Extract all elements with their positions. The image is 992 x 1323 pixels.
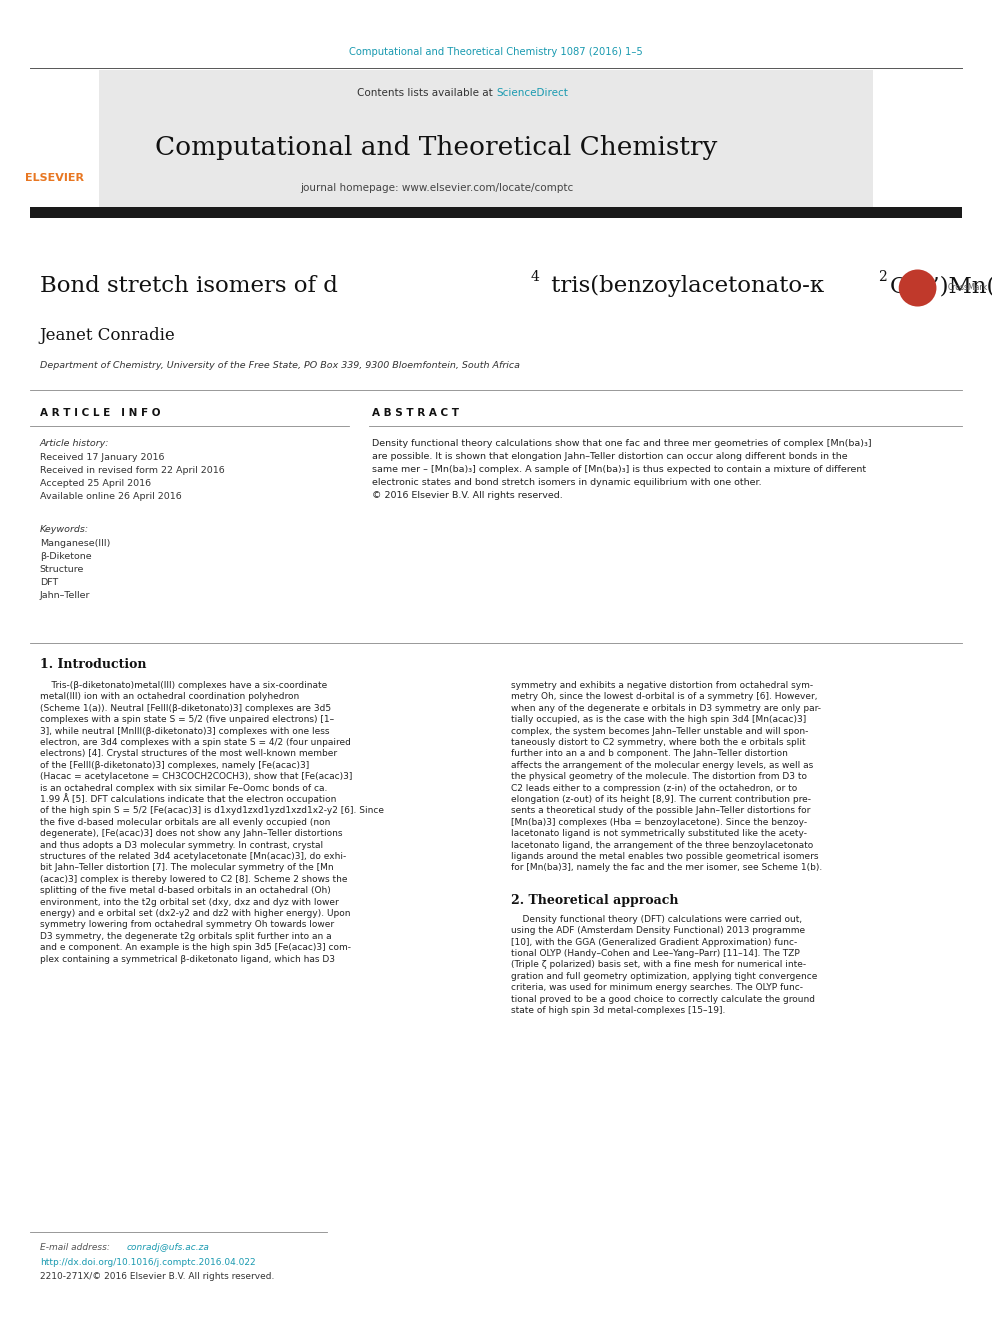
- Text: A R T I C L E   I N F O: A R T I C L E I N F O: [40, 407, 160, 418]
- Text: metal(III) ion with an octahedral coordination polyhedron: metal(III) ion with an octahedral coordi…: [40, 692, 299, 701]
- Text: [Mn(ba)3] complexes (Hba = benzoylacetone). Since the benzoy-: [Mn(ba)3] complexes (Hba = benzoylaceton…: [511, 818, 807, 827]
- Text: tional proved to be a good choice to correctly calculate the ground: tional proved to be a good choice to cor…: [511, 995, 814, 1004]
- Text: are possible. It is shown that elongation Jahn–Teller distortion can occur along: are possible. It is shown that elongatio…: [372, 452, 847, 460]
- Text: state of high spin 3d metal-complexes [15–19].: state of high spin 3d metal-complexes [1…: [511, 1005, 725, 1015]
- Text: Bond stretch isomers of d: Bond stretch isomers of d: [40, 275, 337, 296]
- Text: © 2016 Elsevier B.V. All rights reserved.: © 2016 Elsevier B.V. All rights reserved…: [372, 491, 562, 500]
- Text: gration and full geometry optimization, applying tight convergence: gration and full geometry optimization, …: [511, 972, 817, 980]
- Text: environment, into the t2g orbital set (dxy, dxz and dyz with lower: environment, into the t2g orbital set (d…: [40, 897, 338, 906]
- Text: CrossMark: CrossMark: [947, 283, 987, 292]
- Text: elongation (z-out) of its height [8,9]. The current contribution pre-: elongation (z-out) of its height [8,9]. …: [511, 795, 810, 804]
- Text: for [Mn(ba)3], namely the fac and the mer isomer, see Scheme 1(b).: for [Mn(ba)3], namely the fac and the me…: [511, 864, 822, 872]
- Text: same mer – [Mn(ba)₃] complex. A sample of [Mn(ba)₃] is thus expected to contain : same mer – [Mn(ba)₃] complex. A sample o…: [372, 464, 866, 474]
- Text: 2: 2: [878, 270, 887, 283]
- Text: Jahn–Teller: Jahn–Teller: [40, 591, 90, 601]
- Ellipse shape: [899, 270, 936, 307]
- Text: 1. Introduction: 1. Introduction: [40, 658, 146, 671]
- Text: ELSEVIER: ELSEVIER: [25, 173, 84, 183]
- Text: of the high spin S = 5/2 [Fe(acac)3] is d1xyd1zxd1yzd1xzd1x2-y2 [6]. Since: of the high spin S = 5/2 [Fe(acac)3] is …: [40, 807, 384, 815]
- Text: structures of the related 3d4 acetylacetonate [Mn(acac)3], do exhi-: structures of the related 3d4 acetylacet…: [40, 852, 346, 861]
- Text: Density functional theory calculations show that one fac and three mer geometrie: Density functional theory calculations s…: [372, 439, 872, 448]
- Text: criteria, was used for minimum energy searches. The OLYP func-: criteria, was used for minimum energy se…: [511, 983, 803, 992]
- Text: Contents lists available at: Contents lists available at: [357, 89, 496, 98]
- Text: further into an a and b component. The Jahn–Teller distortion: further into an a and b component. The J…: [511, 749, 788, 758]
- Text: using the ADF (Amsterdam Density Functional) 2013 programme: using the ADF (Amsterdam Density Functio…: [511, 926, 805, 935]
- Text: Computational and Theoretical Chemistry 1087 (2016) 1–5: Computational and Theoretical Chemistry …: [349, 48, 643, 57]
- Text: conradj@ufs.ac.za: conradj@ufs.ac.za: [127, 1244, 210, 1252]
- Text: journal homepage: www.elsevier.com/locate/comptc: journal homepage: www.elsevier.com/locat…: [300, 183, 573, 193]
- Text: Received 17 January 2016: Received 17 January 2016: [40, 452, 165, 462]
- Text: electron, are 3d4 complexes with a spin state S = 4/2 (four unpaired: electron, are 3d4 complexes with a spin …: [40, 738, 350, 747]
- Text: Accepted 25 April 2016: Accepted 25 April 2016: [40, 479, 151, 488]
- Text: lacetonato ligand is not symmetrically substituted like the acety-: lacetonato ligand is not symmetrically s…: [511, 830, 806, 839]
- Text: 2. Theoretical approach: 2. Theoretical approach: [511, 894, 679, 906]
- Text: 3], while neutral [MnIII(β-diketonato)3] complexes with one less: 3], while neutral [MnIII(β-diketonato)3]…: [40, 726, 329, 736]
- Text: (Hacac = acetylacetone = CH3COCH2COCH3), show that [Fe(acac)3]: (Hacac = acetylacetone = CH3COCH2COCH3),…: [40, 773, 352, 781]
- Text: sents a theoretical study of the possible Jahn–Teller distortions for: sents a theoretical study of the possibl…: [511, 807, 810, 815]
- Text: Tris-(β-diketonato)metal(III) complexes have a six-coordinate: Tris-(β-diketonato)metal(III) complexes …: [40, 681, 327, 691]
- Text: the physical geometry of the molecule. The distortion from D3 to: the physical geometry of the molecule. T…: [511, 773, 806, 781]
- Text: β-Diketone: β-Diketone: [40, 552, 91, 561]
- Text: 2210-271X/© 2016 Elsevier B.V. All rights reserved.: 2210-271X/© 2016 Elsevier B.V. All right…: [40, 1271, 274, 1281]
- Text: (Scheme 1(a)). Neutral [FeIII(β-diketonato)3] complexes are 3d5: (Scheme 1(a)). Neutral [FeIII(β-diketona…: [40, 704, 330, 713]
- Text: tris(benzoylacetonato-κ: tris(benzoylacetonato-κ: [544, 275, 823, 296]
- Text: Article history:: Article history:: [40, 439, 109, 448]
- Text: tially occupied, as is the case with the high spin 3d4 [Mn(acac)3]: tially occupied, as is the case with the…: [511, 716, 806, 724]
- Text: Computational and Theoretical Chemistry: Computational and Theoretical Chemistry: [156, 135, 717, 160]
- Text: is an octahedral complex with six similar Fe–Oomc bonds of ca.: is an octahedral complex with six simila…: [40, 783, 327, 792]
- Text: D3 symmetry, the degenerate t2g orbitals split further into an a: D3 symmetry, the degenerate t2g orbitals…: [40, 931, 331, 941]
- Text: Available online 26 April 2016: Available online 26 April 2016: [40, 492, 182, 501]
- Text: C2 leads either to a compression (z-in) of the octahedron, or to: C2 leads either to a compression (z-in) …: [511, 783, 798, 792]
- Text: affects the arrangement of the molecular energy levels, as well as: affects the arrangement of the molecular…: [511, 761, 813, 770]
- Text: Structure: Structure: [40, 565, 84, 574]
- Text: complexes with a spin state S = 5/2 (five unpaired electrons) [1–: complexes with a spin state S = 5/2 (fiv…: [40, 716, 333, 724]
- Text: bit Jahn–Teller distortion [7]. The molecular symmetry of the [Mn: bit Jahn–Teller distortion [7]. The mole…: [40, 864, 333, 872]
- Text: taneously distort to C2 symmetry, where both the e orbitals split: taneously distort to C2 symmetry, where …: [511, 738, 806, 747]
- Text: and thus adopts a D3 molecular symmetry. In contrast, crystal: and thus adopts a D3 molecular symmetry.…: [40, 840, 322, 849]
- Text: complex, the system becomes Jahn–Teller unstable and will spon-: complex, the system becomes Jahn–Teller …: [511, 726, 808, 736]
- Text: ligands around the metal enables two possible geometrical isomers: ligands around the metal enables two pos…: [511, 852, 818, 861]
- Text: (acac)3] complex is thereby lowered to C2 [8]. Scheme 2 shows the: (acac)3] complex is thereby lowered to C…: [40, 875, 347, 884]
- Text: when any of the degenerate e orbitals in D3 symmetry are only par-: when any of the degenerate e orbitals in…: [511, 704, 821, 713]
- Text: Jeanet Conradie: Jeanet Conradie: [40, 327, 176, 344]
- Text: electrons) [4]. Crystal structures of the most well-known member: electrons) [4]. Crystal structures of th…: [40, 749, 337, 758]
- Text: energy) and e orbital set (dx2-y2 and dz2 with higher energy). Upon: energy) and e orbital set (dx2-y2 and dz…: [40, 909, 350, 918]
- Text: Density functional theory (DFT) calculations were carried out,: Density functional theory (DFT) calculat…: [511, 914, 802, 923]
- Text: symmetry and exhibits a negative distortion from octahedral sym-: symmetry and exhibits a negative distort…: [511, 681, 813, 691]
- Text: and e component. An example is the high spin 3d5 [Fe(acac)3] com-: and e component. An example is the high …: [40, 943, 351, 953]
- Bar: [30, 208, 962, 218]
- Text: degenerate), [Fe(acac)3] does not show any Jahn–Teller distortions: degenerate), [Fe(acac)3] does not show a…: [40, 830, 342, 839]
- Text: DFT: DFT: [40, 578, 58, 587]
- Text: splitting of the five metal d-based orbitals in an octahedral (Oh): splitting of the five metal d-based orbi…: [40, 886, 330, 896]
- Text: http://dx.doi.org/10.1016/j.comptc.2016.04.022: http://dx.doi.org/10.1016/j.comptc.2016.…: [40, 1258, 255, 1267]
- Text: 1.99 Å [5]. DFT calculations indicate that the electron occupation: 1.99 Å [5]. DFT calculations indicate th…: [40, 792, 336, 804]
- Text: 4: 4: [531, 270, 540, 283]
- Text: [10], with the GGA (Generalized Gradient Approximation) func-: [10], with the GGA (Generalized Gradient…: [511, 938, 798, 946]
- Text: Department of Chemistry, University of the Free State, PO Box 339, 9300 Bloemfon: Department of Chemistry, University of t…: [40, 361, 520, 370]
- Text: of the [FeIII(β-diketonato)3] complexes, namely [Fe(acac)3]: of the [FeIII(β-diketonato)3] complexes,…: [40, 761, 309, 770]
- Text: E-mail address:: E-mail address:: [40, 1244, 112, 1252]
- Text: A B S T R A C T: A B S T R A C T: [372, 407, 459, 418]
- Text: symmetry lowering from octahedral symmetry Oh towards lower: symmetry lowering from octahedral symmet…: [40, 921, 333, 929]
- Bar: [99, 70, 873, 208]
- Text: plex containing a symmetrical β-diketonato ligand, which has D3: plex containing a symmetrical β-diketona…: [40, 955, 334, 963]
- Text: Manganese(III): Manganese(III): [40, 538, 110, 548]
- Text: the five d-based molecular orbitals are all evenly occupied (non: the five d-based molecular orbitals are …: [40, 818, 330, 827]
- Text: O,O’)Mn(III): O,O’)Mn(III): [890, 275, 992, 296]
- Text: electronic states and bond stretch isomers in dynamic equilibrium with one other: electronic states and bond stretch isome…: [372, 478, 762, 487]
- Text: (Triple ζ polarized) basis set, with a fine mesh for numerical inte-: (Triple ζ polarized) basis set, with a f…: [511, 960, 806, 970]
- Text: lacetonato ligand, the arrangement of the three benzoylacetonato: lacetonato ligand, the arrangement of th…: [511, 840, 813, 849]
- Text: metry Oh, since the lowest d-orbital is of a symmetry [6]. However,: metry Oh, since the lowest d-orbital is …: [511, 692, 817, 701]
- Text: tional OLYP (Handy–Cohen and Lee–Yang–Parr) [11–14]. The TZP: tional OLYP (Handy–Cohen and Lee–Yang–Pa…: [511, 949, 800, 958]
- Text: ScienceDirect: ScienceDirect: [496, 89, 567, 98]
- Text: Received in revised form 22 April 2016: Received in revised form 22 April 2016: [40, 466, 224, 475]
- Text: Keywords:: Keywords:: [40, 525, 89, 534]
